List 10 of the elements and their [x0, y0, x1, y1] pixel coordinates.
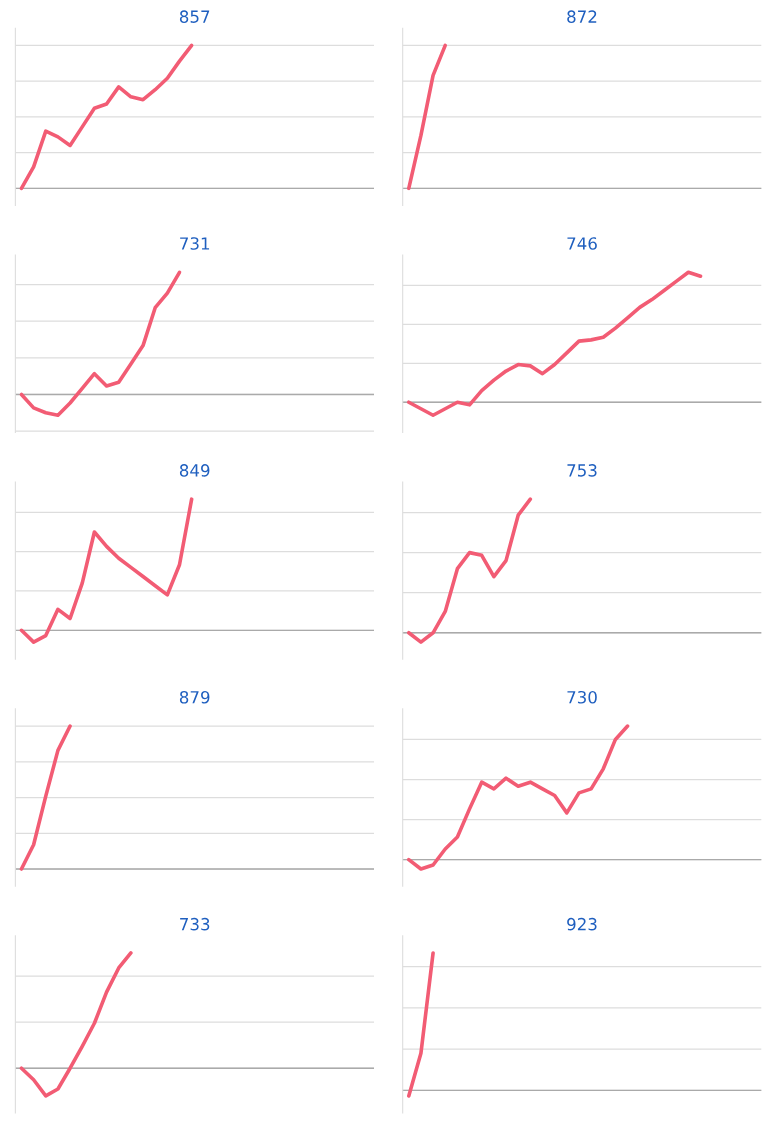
- chart-title: 872: [567, 10, 597, 23]
- chart-title: 753: [567, 464, 597, 477]
- chart-title: 879: [179, 690, 210, 704]
- chart-title: 733: [180, 917, 210, 931]
- chart-title: 731: [180, 237, 210, 250]
- chart-title: 849: [179, 464, 210, 477]
- chart-title: 923: [567, 917, 597, 931]
- chart-title: 857: [179, 10, 210, 23]
- chart-title: 746: [567, 237, 597, 250]
- chart-title: 730: [567, 690, 597, 704]
